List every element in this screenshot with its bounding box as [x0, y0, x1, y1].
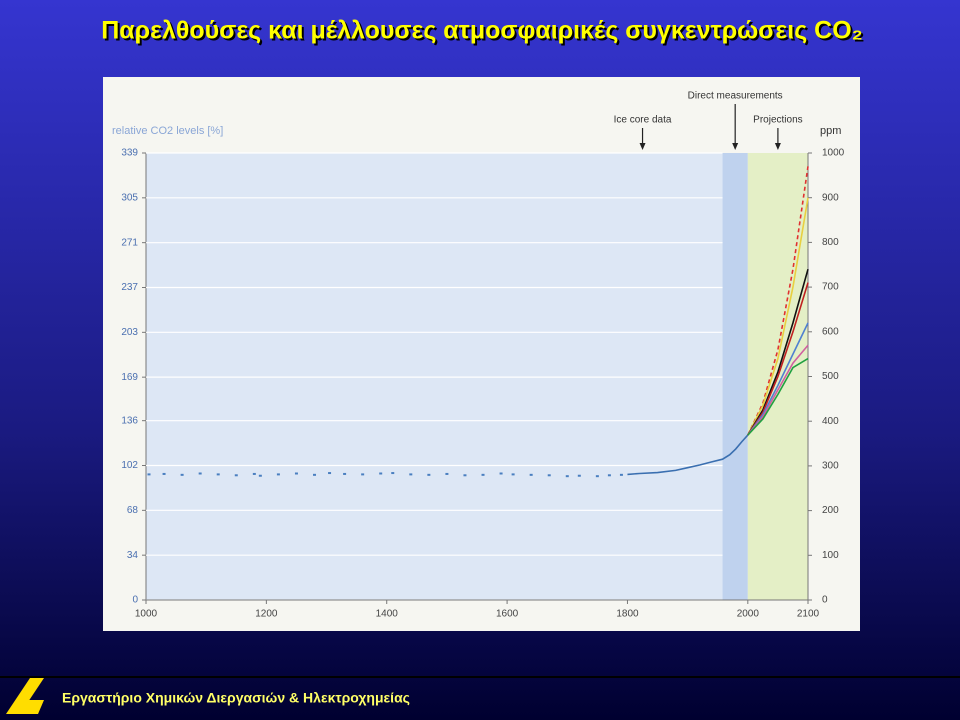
region	[722, 153, 748, 600]
data-point	[391, 472, 395, 475]
data-point	[361, 473, 365, 476]
y-tick-label: 102	[121, 460, 138, 471]
data-point	[234, 474, 238, 477]
y2-tick-label: 700	[822, 282, 839, 293]
data-point	[547, 474, 551, 477]
data-line	[747, 357, 809, 436]
data-point	[511, 473, 515, 476]
data-point	[162, 472, 166, 475]
data-point	[276, 473, 280, 476]
x-tick-label: 2100	[797, 609, 820, 620]
data-point	[619, 473, 623, 476]
region-label: Projections	[753, 115, 802, 126]
region	[146, 153, 723, 600]
y2-tick-label: 500	[822, 371, 839, 382]
x-tick-label: 1800	[616, 609, 639, 620]
data-line	[747, 269, 809, 436]
y2-tick-label: 100	[822, 550, 839, 561]
y-tick-label: 305	[121, 192, 138, 203]
y-axis-label: relative CO2 levels [%]	[112, 125, 223, 137]
x-tick-label: 2000	[737, 609, 760, 620]
data-point	[427, 473, 431, 476]
data-line	[747, 322, 809, 436]
data-point	[445, 472, 449, 475]
data-point	[343, 472, 347, 475]
data-line	[627, 434, 749, 476]
y-tick-label: 237	[121, 282, 138, 293]
data-point	[313, 473, 317, 476]
data-point	[463, 474, 467, 477]
data-line	[747, 197, 809, 436]
y2-tick-label: 400	[822, 416, 839, 427]
data-point	[499, 472, 503, 475]
y-tick-label: 203	[121, 327, 138, 338]
y2-tick-label: 900	[822, 192, 839, 203]
y2-tick-label: 300	[822, 461, 839, 472]
data-point	[481, 473, 485, 476]
y-tick-label: 339	[121, 148, 138, 159]
x-tick-label: 1400	[376, 609, 399, 620]
data-point	[409, 473, 413, 476]
y2-tick-label: 600	[822, 326, 839, 337]
data-point	[379, 472, 383, 475]
y2-tick-label: 200	[822, 505, 839, 516]
data-point	[577, 474, 581, 477]
data-line	[747, 344, 809, 436]
x-tick-label: 1600	[496, 609, 519, 620]
slide-title: Παρελθούσες και μέλλουσες ατμοσφαιρικές …	[101, 17, 863, 45]
chart: Ice core data Direct measurements Projecti…	[112, 91, 845, 620]
region-label: Ice core data	[614, 115, 672, 126]
title-shadow: Παρελθούσες και μέλλουσες ατμοσφαιρικές …	[103, 19, 865, 47]
data-point	[258, 474, 262, 477]
data-point	[595, 475, 599, 478]
y-tick-label: 0	[132, 595, 138, 606]
logo	[6, 678, 44, 714]
x-tick-label: 1200	[255, 609, 278, 620]
data-point	[294, 472, 298, 475]
footer-text: Εργαστήριο Χημικών Διεργασιών & Ηλεκτροχ…	[62, 690, 410, 706]
data-point	[252, 472, 256, 475]
y2-tick-label: 0	[822, 595, 828, 606]
data-point	[216, 473, 220, 476]
x-tick-label: 1000	[135, 609, 158, 620]
y-tick-label: 271	[121, 237, 138, 248]
y-tick-label: 68	[127, 505, 139, 516]
data-point	[607, 474, 611, 477]
region-label: Direct measurements	[688, 91, 783, 102]
y-tick-label: 136	[121, 415, 138, 426]
y-tick-label: 34	[127, 550, 139, 561]
data-point	[198, 472, 202, 475]
data-point	[529, 473, 533, 476]
data-point	[180, 473, 184, 476]
data-line	[747, 282, 809, 436]
y2-tick-label: 1000	[822, 148, 845, 159]
arrow-head	[639, 143, 646, 150]
arrow-head	[774, 143, 781, 150]
data-point	[565, 475, 569, 478]
y2-tick-label: 800	[822, 237, 839, 248]
y2-axis-label: ppm	[820, 125, 841, 137]
y-tick-label: 169	[121, 372, 138, 383]
arrow-head	[732, 143, 739, 150]
data-point	[328, 472, 332, 475]
data-point	[147, 473, 151, 476]
